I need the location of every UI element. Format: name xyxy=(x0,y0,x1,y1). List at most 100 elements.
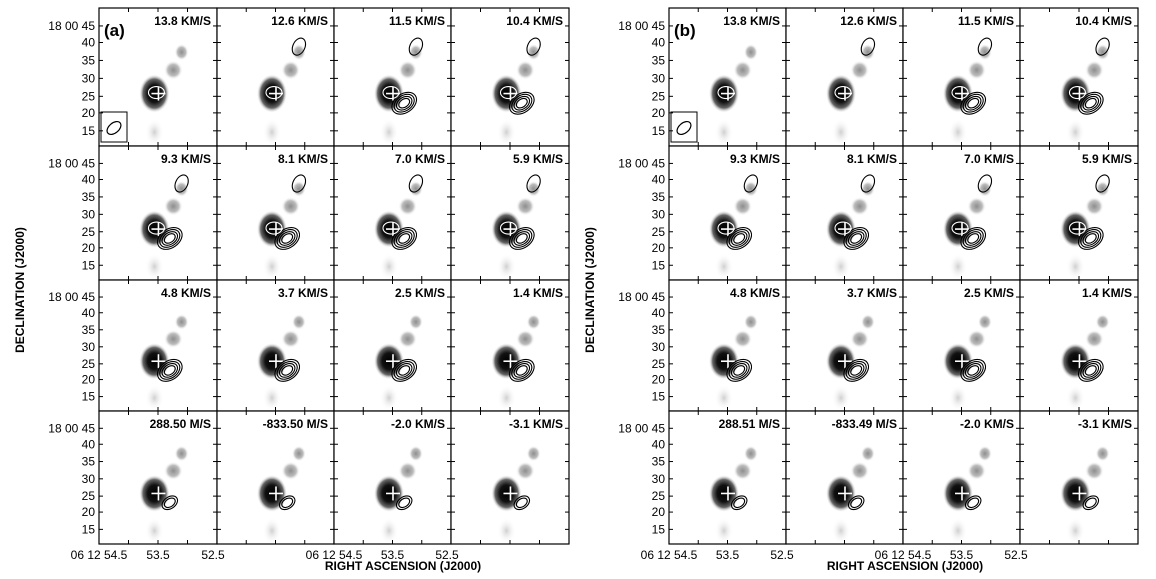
panel-b-channel-grid xyxy=(668,7,1139,545)
black-contour xyxy=(967,497,980,509)
white-contour xyxy=(717,221,735,235)
diffuse-emission xyxy=(850,60,870,80)
black-contour xyxy=(515,365,528,376)
black-contour xyxy=(967,97,980,109)
dec-tick-label: 25 xyxy=(82,489,96,503)
dec-tick-label: 25 xyxy=(82,89,96,103)
faint-emission xyxy=(497,253,516,280)
black-contour xyxy=(728,360,750,380)
channel-cell xyxy=(902,410,1021,545)
black-contour xyxy=(281,365,294,376)
black-contour xyxy=(1080,360,1102,380)
dec-tick-label: 40 xyxy=(652,36,666,50)
ra-tick-label: 52.5 xyxy=(201,548,225,562)
faint-emission xyxy=(497,118,516,146)
black-contour xyxy=(1084,497,1097,509)
velocity-label: 3.7 KM/S xyxy=(847,286,897,300)
faint-emission xyxy=(831,384,851,411)
dec-tick-label: 30 xyxy=(82,472,96,486)
white-contour xyxy=(717,86,735,100)
beam-ellipse xyxy=(106,120,122,136)
dec-tick-label: 15 xyxy=(652,258,666,272)
black-contour xyxy=(845,360,867,380)
black-contour xyxy=(395,231,413,246)
dec-tick-label: 35 xyxy=(82,53,96,67)
channel-cell xyxy=(902,279,1021,412)
black-contour xyxy=(977,37,993,56)
panel-a-channel-grid xyxy=(98,7,570,545)
velocity-label: 11.5 KM/S xyxy=(958,14,1014,28)
black-contour xyxy=(515,233,528,244)
diffuse-emission xyxy=(860,180,875,197)
diffuse-emission xyxy=(850,329,870,349)
diffuse-emission xyxy=(526,43,541,61)
ra-tick-label: 53.5 xyxy=(381,548,405,562)
dec-tick-label: 40 xyxy=(82,36,96,50)
channel-cell xyxy=(333,279,452,412)
diffuse-emission xyxy=(1084,329,1104,349)
black-contour xyxy=(515,497,528,509)
panel-a: (a) 13.8 KM/S 12.6 KM/S 11.5 KM/S 10.4 KM/S… xyxy=(13,7,570,573)
white-contour xyxy=(265,221,283,235)
black-contour xyxy=(395,363,413,378)
dec-tick-label: 18 00 45 xyxy=(618,156,665,170)
white-contour xyxy=(147,86,166,100)
velocity-label: 2.5 KM/S xyxy=(964,286,1014,300)
black-contour xyxy=(1084,365,1097,376)
black-contour xyxy=(398,497,411,509)
diffuse-emission xyxy=(163,329,183,349)
velocity-label: 10.4 KM/S xyxy=(506,14,563,28)
diffuse-emission xyxy=(850,196,870,216)
dec-tick-label: 25 xyxy=(82,357,96,371)
diffuse-emission xyxy=(408,314,423,330)
dec-tick-label: 25 xyxy=(82,225,96,239)
diffuse-emission xyxy=(526,180,541,197)
diffuse-emission xyxy=(743,180,758,197)
faint-emission xyxy=(714,118,734,146)
dec-tick-label: 18 00 45 xyxy=(48,19,95,33)
ra-tick-label: 06 12 54.5 xyxy=(71,548,128,562)
black-contour xyxy=(743,174,759,193)
panel-b-y-axis-title: DECLINATION (J2000) xyxy=(583,227,597,353)
diffuse-emission xyxy=(1095,43,1110,61)
ra-tick-label: 53.5 xyxy=(716,548,740,562)
black-contour xyxy=(393,93,415,113)
black-contour xyxy=(1082,363,1100,378)
dec-tick-label: 35 xyxy=(82,455,96,469)
black-contour xyxy=(163,365,176,376)
black-contour xyxy=(276,360,298,380)
black-contour xyxy=(1082,95,1100,111)
black-contour xyxy=(291,174,307,193)
black-contour xyxy=(159,229,181,248)
black-contour xyxy=(161,495,179,511)
black-contour xyxy=(733,497,746,509)
black-contour xyxy=(278,495,296,511)
black-contour xyxy=(511,229,533,248)
ra-tick-label: 06 12 54.5 xyxy=(641,548,698,562)
faint-emission xyxy=(831,517,851,544)
black-contour xyxy=(730,363,748,378)
dec-tick-label: 15 xyxy=(652,124,666,138)
faint-emission xyxy=(831,253,851,280)
white-contour xyxy=(1068,221,1087,235)
black-contour xyxy=(1080,93,1102,113)
panel-b-x-axis-title: RIGHT ASCENSION (J2000) xyxy=(827,559,983,573)
black-contour xyxy=(513,231,531,246)
diffuse-emission xyxy=(398,60,418,80)
white-contour xyxy=(499,221,518,235)
faint-emission xyxy=(1066,118,1085,146)
diffuse-emission xyxy=(174,314,189,330)
white-contour xyxy=(147,221,166,235)
diffuse-emission xyxy=(515,329,535,349)
diffuse-emission xyxy=(515,461,535,481)
dec-tick-label: 35 xyxy=(652,323,666,337)
channel-cell xyxy=(450,7,570,147)
ra-tick-label: 53.5 xyxy=(146,548,170,562)
diffuse-emission xyxy=(526,445,541,462)
dec-tick-label: 15 xyxy=(82,522,96,536)
faint-emission xyxy=(145,384,164,411)
dec-tick-label: 18 00 45 xyxy=(618,19,665,33)
faint-emission xyxy=(262,118,282,146)
diffuse-emission xyxy=(967,461,987,481)
diffuse-emission xyxy=(515,60,535,80)
